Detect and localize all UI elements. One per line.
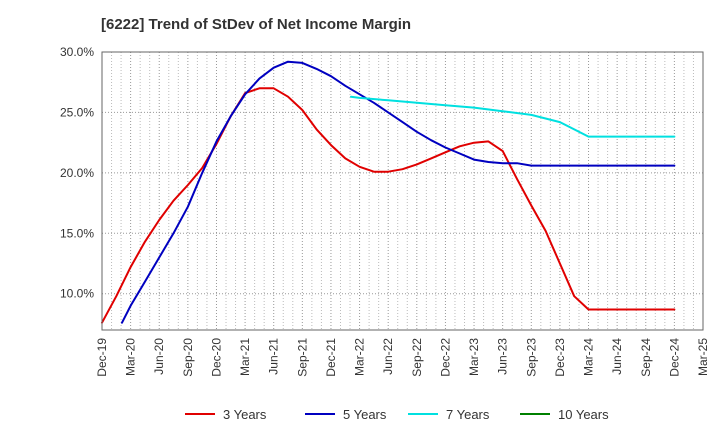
x-tick-label: Mar-23	[467, 338, 481, 376]
x-tick-label: Mar-24	[582, 338, 596, 376]
x-tick-label: Sep-21	[295, 338, 309, 377]
chart-title: [6222] Trend of StDev of Net Income Marg…	[101, 16, 412, 33]
grid	[101, 51, 704, 330]
x-tick-label: Sep-20	[181, 338, 195, 377]
series-line-3-years	[101, 87, 676, 324]
series-line-5-years	[121, 60, 676, 324]
x-tick-label: Sep-22	[410, 338, 424, 377]
x-tick-label: Sep-23	[524, 338, 538, 377]
series-line-7-years	[350, 95, 676, 138]
x-tick-label: Jun-21	[267, 338, 281, 375]
x-tick-label: Dec-19	[95, 338, 109, 377]
legend-label-10-years: 10 Years	[558, 407, 609, 422]
x-tick-label: Dec-20	[209, 338, 223, 377]
x-tick-label: Jun-22	[381, 338, 395, 375]
plot-frame	[101, 51, 704, 331]
legend-label-3-years: 3 Years	[223, 407, 267, 422]
y-tick-label: 30.0%	[60, 45, 94, 59]
legend-label-7-years: 7 Years	[446, 407, 490, 422]
x-tick-label: Sep-24	[639, 338, 653, 377]
legend: 3 Years 5 Years 7 Years 10 Years	[185, 407, 609, 422]
x-tick-label: Dec-24	[667, 338, 681, 377]
y-tick-label: 25.0%	[60, 105, 94, 119]
legend-label-5-years: 5 Years	[343, 407, 387, 422]
y-axis-ticks: 10.0% 15.0% 20.0% 25.0% 30.0%	[60, 45, 94, 301]
y-tick-label: 10.0%	[60, 287, 94, 301]
x-tick-label: Mar-21	[238, 338, 252, 376]
x-tick-label: Mar-25	[696, 338, 710, 376]
x-axis-ticks: Dec-19 Mar-20 Jun-20 Sep-20 Dec-20 Mar-21 Jun-…	[95, 338, 710, 377]
x-tick-label: Mar-20	[124, 338, 138, 376]
y-tick-label: 15.0%	[60, 226, 94, 240]
x-tick-label: Jun-20	[152, 338, 166, 375]
x-tick-label: Jun-23	[496, 338, 510, 375]
x-tick-label: Dec-22	[438, 338, 452, 377]
x-tick-label: Jun-24	[610, 338, 624, 375]
x-tick-label: Mar-22	[353, 338, 367, 376]
x-tick-label: Dec-23	[553, 338, 567, 377]
series-lines	[101, 60, 676, 324]
y-tick-label: 20.0%	[60, 166, 94, 180]
x-tick-label: Dec-21	[324, 338, 338, 377]
